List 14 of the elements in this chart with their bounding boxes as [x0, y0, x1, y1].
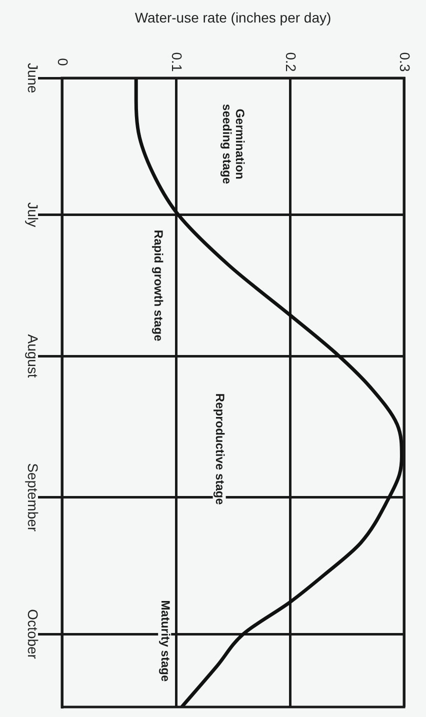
x-tick-label: 0.3 [397, 52, 414, 72]
x-tick-label: 0.1 [169, 52, 186, 72]
y-tick-label: June [25, 62, 42, 94]
x-tick-label: 0 [55, 58, 72, 66]
y-tick-label: September [25, 463, 42, 532]
y-tick-label: July [25, 202, 42, 228]
annotation: Germination seeding stage [220, 104, 248, 184]
annotation: Reproductive stage [213, 393, 228, 506]
annotation: Rapid growth stage [151, 230, 166, 342]
y-tick-label: October [25, 609, 42, 660]
x-tick-label: 0.2 [283, 52, 300, 72]
x-axis-title: Water-use rate (inches per day) [134, 9, 332, 26]
y-tick-label: August [25, 334, 42, 378]
annotation: Maturity stage [158, 600, 172, 682]
